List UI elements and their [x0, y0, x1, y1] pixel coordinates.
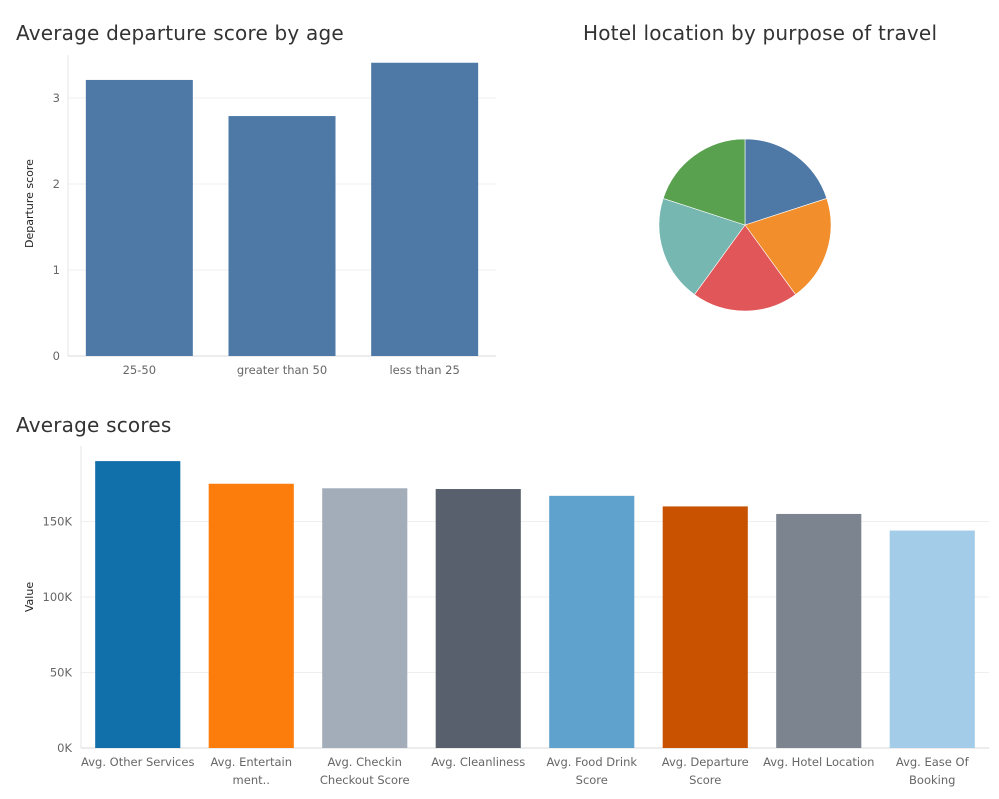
x-category-label: Avg. Other Services — [81, 755, 194, 769]
x-category-label: Score — [576, 773, 608, 787]
x-category-label: Booking — [909, 773, 955, 787]
y-tick-label: 1 — [53, 263, 60, 277]
y-tick-label: 50K — [50, 666, 73, 680]
x-category-label: Avg. Cleanliness — [431, 755, 525, 769]
y-tick-label: 2 — [53, 177, 60, 191]
x-category-label: less than 25 — [389, 363, 459, 377]
departure-chart-title: Average departure score by age — [16, 21, 344, 45]
bar — [371, 62, 479, 357]
bar — [85, 79, 193, 356]
pie-slice — [744, 198, 832, 295]
pie-slice — [662, 138, 746, 226]
bar — [435, 489, 521, 748]
x-category-label: Score — [689, 773, 721, 787]
scores-chart-title: Average scores — [16, 413, 172, 437]
pie-slice — [694, 224, 796, 312]
y-tick-label: 0 — [53, 349, 60, 363]
pie-slice — [744, 138, 828, 226]
y-tick-label: 150K — [43, 515, 73, 529]
bar — [549, 495, 635, 748]
y-axis-title: Departure score — [23, 159, 36, 248]
bar — [228, 116, 336, 356]
bar — [208, 483, 294, 748]
x-category-label: Avg. Food Drink — [546, 755, 637, 769]
y-tick-label: 0K — [57, 741, 72, 755]
x-category-label: 25-50 — [123, 363, 156, 377]
bar — [322, 488, 408, 748]
y-axis-title: Value — [23, 582, 36, 612]
departure-score-bar-chart: 0 1 2 3 Departure score 25-50 greater than 50 l… — [23, 55, 496, 377]
x-category-label: Avg. Checkin — [328, 755, 402, 769]
x-category-label: greater than 50 — [237, 363, 327, 377]
y-tick-label: 3 — [53, 91, 60, 105]
bar — [95, 461, 181, 748]
hotel-location-pie-chart — [658, 138, 832, 312]
x-category-label: Avg. Hotel Location — [763, 755, 874, 769]
pie-chart-title: Hotel location by purpose of travel — [583, 21, 938, 45]
bar — [662, 506, 748, 748]
bar — [889, 530, 975, 748]
average-scores-bar-chart: 0K 50K 100K 150K Value Avg. Other Services Avg… — [23, 446, 989, 787]
y-tick-label: 100K — [43, 590, 73, 604]
x-category-label: Avg. Entertain — [210, 755, 292, 769]
x-category-label: Checkout Score — [320, 773, 410, 787]
bar — [776, 513, 862, 748]
x-category-label: Avg. Ease Of — [896, 755, 970, 769]
pie-slice — [658, 198, 746, 295]
x-category-label: ment.. — [233, 773, 270, 787]
x-category-label: Avg. Departure — [662, 755, 749, 769]
